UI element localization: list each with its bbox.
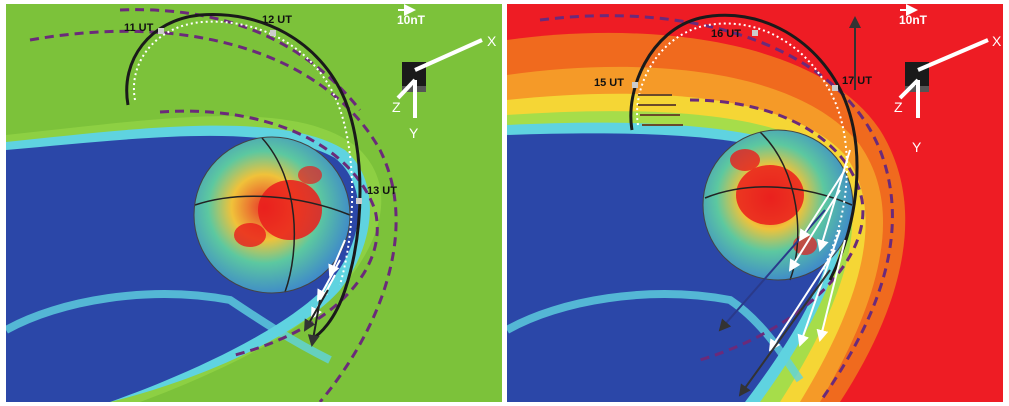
time-label-12ut: 12 UT — [262, 14, 292, 26]
panel-divider — [502, 0, 507, 406]
time-label-13ut: 13 UT — [367, 185, 397, 197]
bow-shock-dashed — [29, 29, 398, 402]
time-marker-17ut — [832, 85, 838, 91]
magnetopause-dashed — [689, 98, 865, 362]
time-label-17ut: 17 UT — [842, 75, 872, 87]
field-vector — [307, 299, 321, 347]
field-vector — [304, 289, 329, 332]
sphere-hotspot — [298, 166, 322, 184]
sphere-hotspot — [730, 149, 760, 171]
field-vector — [328, 239, 346, 277]
field-vectors-left — [304, 239, 346, 347]
sphere-hotspot — [736, 165, 804, 225]
field-vector — [738, 269, 831, 397]
z-axis-line — [898, 78, 920, 100]
time-marker-16ut — [752, 30, 758, 36]
axis-label-z: Z — [392, 99, 401, 115]
time-marker-13ut — [356, 198, 362, 204]
field-vectors-arc — [636, 22, 848, 273]
time-marker-11ut — [158, 28, 164, 34]
time-marker-15ut — [632, 82, 638, 88]
sphere-equator — [194, 195, 351, 216]
magnetosphere-tail-edge — [6, 290, 332, 364]
panel-right — [507, 4, 1003, 402]
field-vector — [816, 239, 846, 342]
field-vector — [788, 189, 841, 272]
axes-widget-left — [396, 38, 483, 118]
field-vector — [768, 249, 836, 352]
boundary-dashed-outer — [119, 8, 362, 111]
field-vector — [817, 149, 851, 252]
axis-label-x: X — [487, 33, 497, 49]
field-vectors-15ut — [638, 94, 683, 126]
spacecraft-trajectory — [629, 13, 859, 281]
field-vectors-right — [718, 16, 861, 397]
time-marker-12ut — [270, 30, 276, 36]
x-axis-line — [414, 38, 483, 72]
axis-label-z: Z — [894, 99, 903, 115]
x-axis-line — [917, 38, 989, 72]
axis-label-y: Y — [912, 139, 922, 155]
axis-label-x: X — [992, 33, 1002, 49]
sphere-hotspot — [234, 223, 266, 247]
sphere-outline — [193, 136, 351, 294]
scale-label: 10nT — [899, 13, 928, 27]
field-vector — [797, 229, 841, 347]
sphere-hotspot — [258, 180, 322, 240]
panel-left — [6, 4, 502, 402]
scale-label: 10nT — [397, 13, 426, 27]
time-label-11ut: 11 UT — [124, 22, 154, 34]
time-label-15ut: 15 UT — [594, 77, 624, 89]
field-vectors-arc — [132, 20, 354, 286]
z-axis-line — [396, 78, 417, 100]
sphere-meridian — [261, 137, 296, 293]
time-label-16ut: 16 UT — [711, 28, 741, 40]
axes-widget-right — [898, 38, 989, 118]
field-vector — [798, 169, 846, 242]
axis-label-y: Y — [409, 125, 419, 141]
